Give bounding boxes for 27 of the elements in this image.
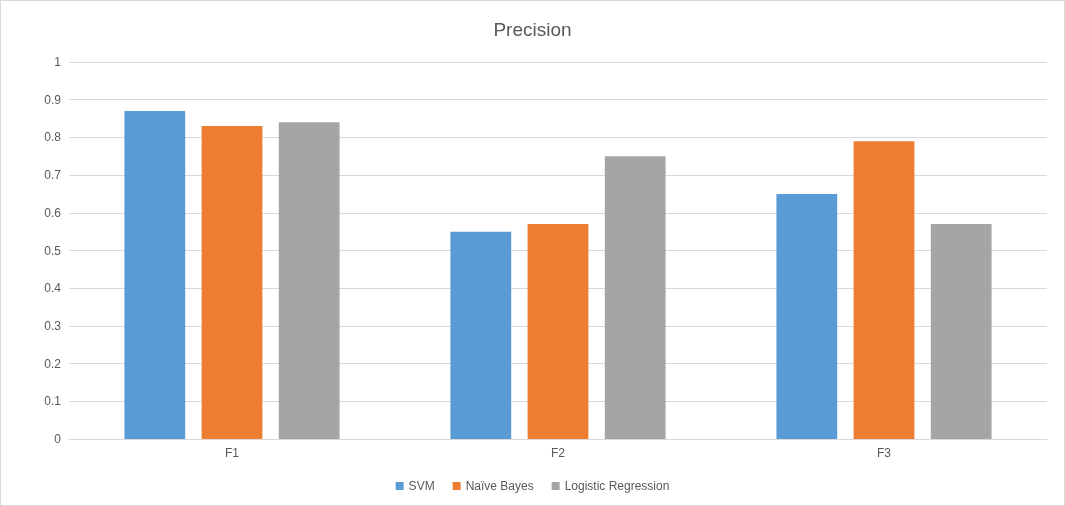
y-tick-label: 0 — [54, 432, 62, 446]
bar — [604, 156, 666, 439]
bar — [278, 122, 340, 439]
y-tick-label: 0.6 — [44, 205, 62, 220]
x-tick-label: F3 — [876, 446, 892, 460]
bar — [201, 126, 263, 439]
legend-label: Naïve Bayes — [465, 479, 534, 493]
y-tick-label: 0.9 — [44, 92, 62, 107]
bar — [853, 141, 915, 439]
x-tick-label: F1 — [224, 446, 240, 460]
y-tick-label: 0.3 — [44, 318, 62, 333]
bar — [450, 231, 512, 439]
y-tick-label: 0.7 — [44, 168, 62, 183]
y-tick-label: 0.8 — [44, 130, 62, 145]
y-tick-label: 0.5 — [44, 243, 62, 258]
bar — [930, 224, 992, 439]
y-tick-label: 0.2 — [44, 356, 62, 371]
x-tick-label: F2 — [550, 446, 566, 460]
bar — [124, 111, 186, 439]
y-tick-label: 0.1 — [44, 394, 62, 409]
y-tick-label: 0.4 — [44, 281, 62, 296]
legend-label: SVM — [408, 479, 435, 493]
legend-label: Logistic Regression — [564, 479, 670, 493]
chart-title: Precision — [493, 19, 572, 40]
y-tick-label: 1 — [54, 55, 62, 69]
bar — [776, 193, 838, 439]
bar — [527, 224, 589, 439]
